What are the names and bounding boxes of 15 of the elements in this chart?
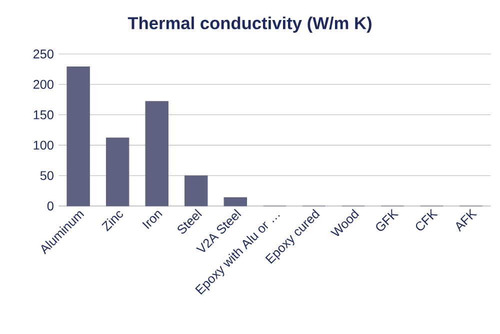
y-tick-label: 200 bbox=[33, 80, 54, 89]
bar bbox=[224, 197, 247, 206]
x-tick-label: CFK bbox=[416, 208, 438, 230]
y-tick-label: 150 bbox=[34, 110, 54, 120]
y-tick-label: 100 bbox=[34, 140, 54, 150]
y-tick-label: 250 bbox=[33, 50, 54, 58]
x-tick-label: Zinc bbox=[102, 211, 123, 232]
chart-title: Thermal conductivity (W/m K) bbox=[128, 16, 372, 33]
bar bbox=[145, 101, 168, 206]
y-tick-label: 0 bbox=[47, 202, 54, 210]
y-tick-label: 50 bbox=[40, 171, 54, 180]
bar bbox=[106, 138, 130, 206]
bar bbox=[184, 175, 208, 206]
bar bbox=[66, 66, 90, 206]
x-tick-label: Iron bbox=[142, 210, 162, 230]
